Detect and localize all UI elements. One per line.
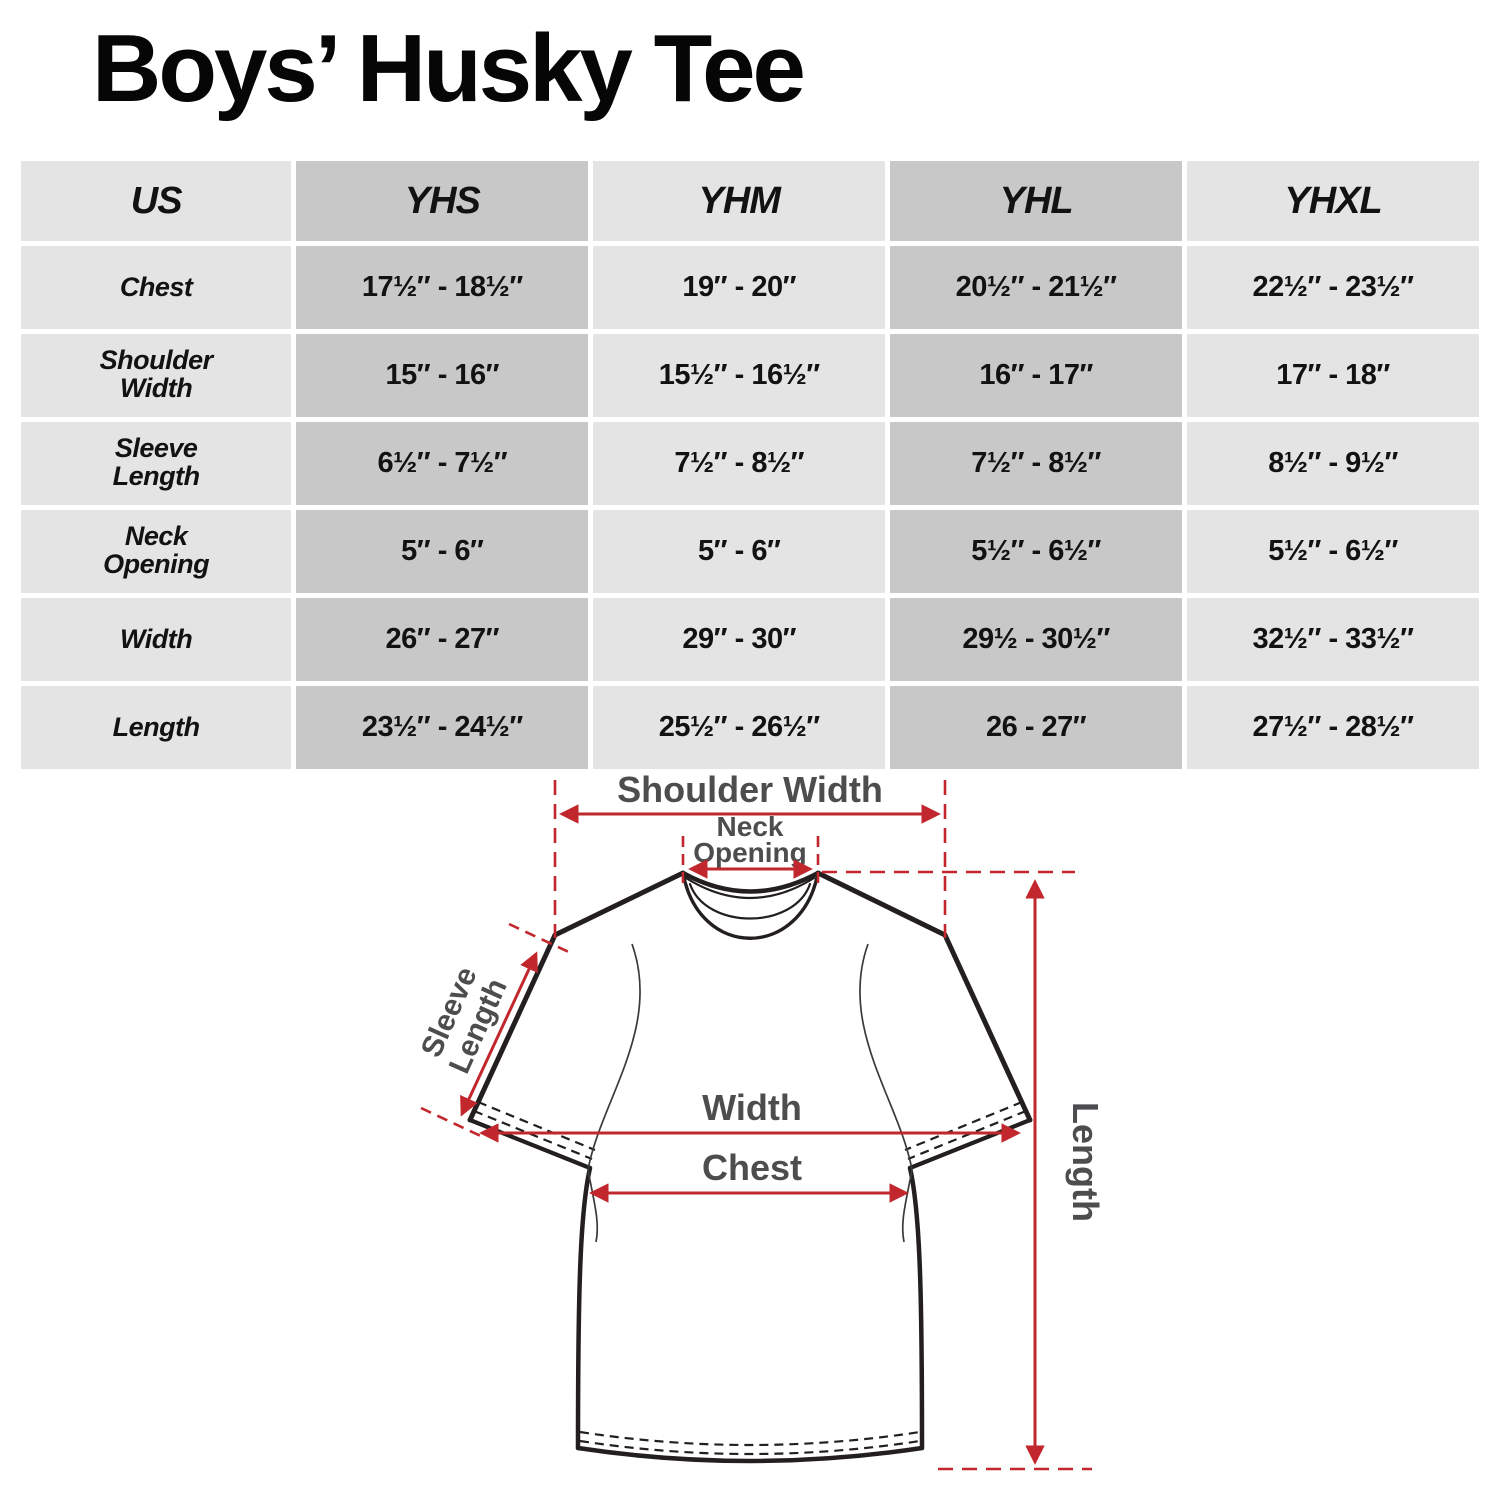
row-label-sleeve-length: Sleeve Length [21,422,292,505]
table-row-shoulder-width: Shoulder Width 15″ - 16″ 15½″ - 16½″ 16″… [21,334,1479,417]
size-cell: 5½″ - 6½″ [890,510,1183,593]
column-header-yhl: YHL [890,161,1183,241]
length-label: Length [1065,1102,1106,1222]
table-row-sleeve-length: Sleeve Length 6½″ - 7½″ 7½″ - 8½″ 7½″ - … [21,422,1479,505]
size-cell: 32½″ - 33½″ [1187,598,1479,681]
size-cell: 7½″ - 8½″ [890,422,1183,505]
header-row: US YHS YHM YHL YHXL [21,161,1479,241]
size-cell: 27½″ - 28½″ [1187,686,1479,769]
table-row-chest: Chest 17½″ - 18½″ 19″ - 20″ 20½″ - 21½″ … [21,246,1479,329]
size-cell: 20½″ - 21½″ [890,246,1183,329]
width-label: Width [702,1087,802,1128]
size-cell: 22½″ - 23½″ [1187,246,1479,329]
size-cell: 19″ - 20″ [593,246,886,329]
row-label-length: Length [21,686,292,769]
size-cell: 23½″ - 24½″ [296,686,589,769]
length-dimension: Length [822,870,1106,1471]
column-header-yhs: YHS [296,161,589,241]
size-cell: 26 - 27″ [890,686,1183,769]
width-dimension: Width [479,1087,1021,1143]
size-cell: 15½″ - 16½″ [593,334,886,417]
tshirt-measurement-diagram: Shoulder Width Neck Opening Sleeve Lengt… [415,772,1106,1471]
chest-label: Chest [702,1147,802,1188]
row-label-neck-opening: Neck Opening [21,510,292,593]
neck-opening-dimension: Neck Opening [681,811,820,884]
shoulder-width-label: Shoulder Width [617,772,883,810]
size-cell: 29½ - 30½″ [890,598,1183,681]
shoulder-width-dimension: Shoulder Width [553,772,947,938]
size-cell: 5″ - 6″ [296,510,589,593]
size-cell: 25½″ - 26½″ [593,686,886,769]
neck-opening-label-line2: Opening [693,837,807,868]
row-label-width: Width [21,598,292,681]
column-header-us: US [21,161,292,241]
column-header-yhm: YHM [593,161,886,241]
size-cell: 17″ - 18″ [1187,334,1479,417]
size-cell: 5″ - 6″ [593,510,886,593]
size-cell: 17½″ - 18½″ [296,246,589,329]
size-chart-table: US YHS YHM YHL YHXL Chest 17½″ - 18½″ 19… [16,156,1484,774]
size-cell: 8½″ - 9½″ [1187,422,1479,505]
size-cell: 5½″ - 6½″ [1187,510,1479,593]
table-row-neck-opening: Neck Opening 5″ - 6″ 5″ - 6″ 5½″ - 6½″ 5… [21,510,1479,593]
neck-opening-label-line1: Neck [717,811,784,842]
table-row-width: Width 26″ - 27″ 29″ - 30″ 29½ - 30½″ 32½… [21,598,1479,681]
size-cell: 26″ - 27″ [296,598,589,681]
sleeve-length-arrow [460,951,538,1117]
table-row-length: Length 23½″ - 24½″ 25½″ - 26½″ 26 - 27″ … [21,686,1479,769]
chest-dimension: Chest [589,1147,909,1203]
size-cell: 29″ - 30″ [593,598,886,681]
page-title: Boys’ Husky Tee [92,15,806,122]
row-label-shoulder-width: Shoulder Width [21,334,292,417]
size-cell: 16″ - 17″ [890,334,1183,417]
column-header-yhxl: YHXL [1187,161,1479,241]
size-cell: 15″ - 16″ [296,334,589,417]
sleeve-length-dimension: Sleeve Length [415,922,574,1140]
size-cell: 7½″ - 8½″ [593,422,886,505]
size-cell: 6½″ - 7½″ [296,422,589,505]
row-label-chest: Chest [21,246,292,329]
